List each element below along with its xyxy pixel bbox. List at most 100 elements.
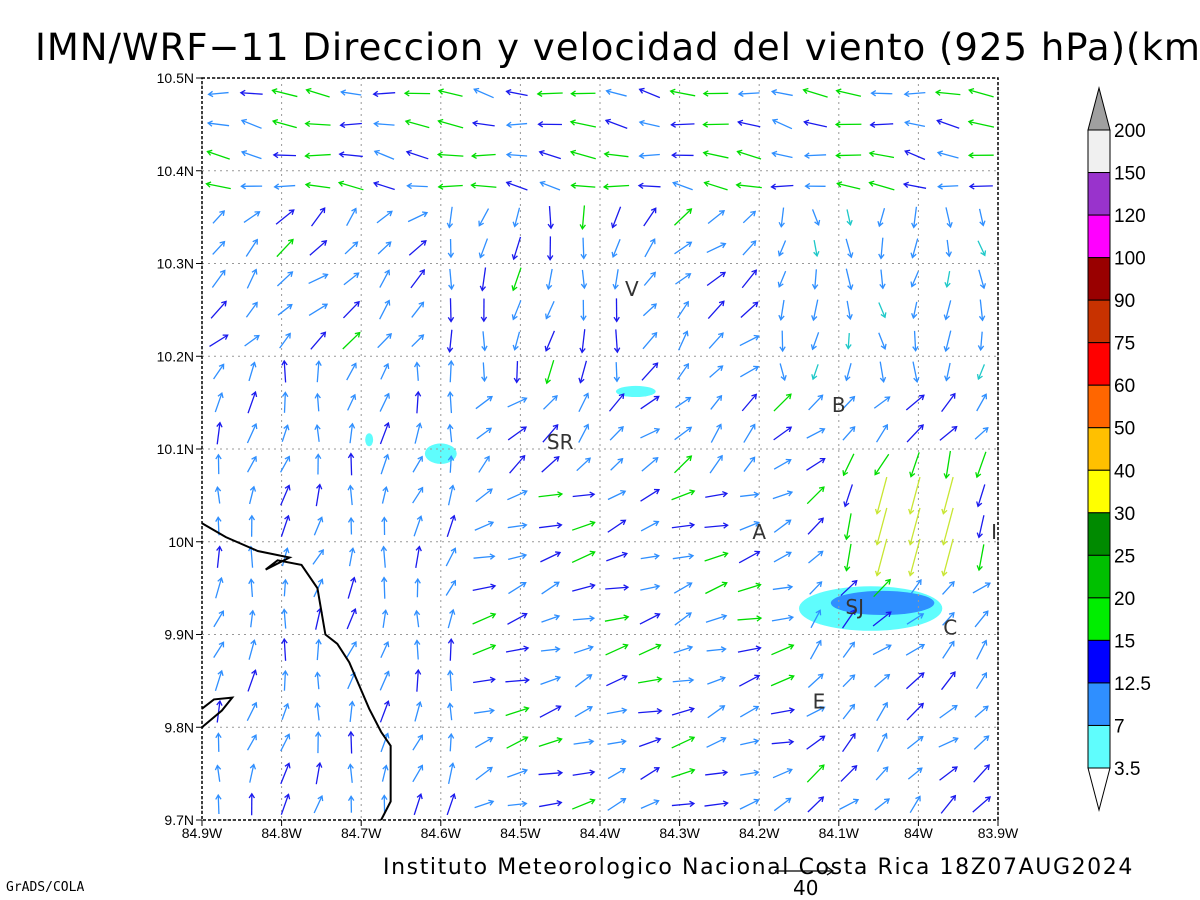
wind-vector-head [950,794,957,801]
wind-vector [538,737,563,747]
shaded-region [830,590,935,616]
wind-vector-shaft [807,796,824,813]
wind-vector [709,365,724,378]
wind-vector-shaft [482,331,486,351]
wind-vector [507,522,528,529]
wind-vector-head [908,508,915,515]
wind-vector-head [737,119,744,126]
wind-vector-head [650,207,657,214]
wind-vector [304,181,331,189]
wind-vector [412,486,424,504]
colorbar-segment [1087,342,1111,386]
wind-vector-head [835,152,841,159]
wind-vector-head [967,152,974,159]
wind-vector [414,700,423,722]
wind-vector-head [975,472,982,479]
wind-vector-head [916,578,922,585]
wind-vector [707,300,725,319]
colorbar-top-triangle [1087,86,1111,131]
wind-vector-head [273,183,280,190]
wind-vector-shaft [912,361,918,382]
wind-vector-shaft [572,799,595,810]
wind-vector-head [555,705,562,711]
wind-vector [846,209,853,226]
wind-vector-shaft [279,333,291,349]
wind-vector-shaft [704,802,728,807]
wind-vector-head [339,121,346,129]
wind-vector-head [686,208,693,214]
wind-vector-shaft [381,765,387,782]
wind-vector-shaft [610,458,623,471]
wind-vector [379,299,391,320]
wind-vector [671,489,696,501]
wind-vector [911,301,918,320]
wind-vector-head [819,457,826,464]
wind-vector-shaft [316,361,320,383]
wind-vector [512,207,521,228]
wind-vector [806,486,825,505]
wind-vector-shaft [514,207,521,227]
wind-vector-head [884,673,891,680]
wind-vector-shaft [842,733,856,753]
wind-vector-head [240,183,246,190]
wind-vector [478,238,489,259]
wind-vector [540,675,562,686]
wind-vector-head [849,426,856,432]
wind-vector-shaft [707,300,725,319]
wind-vector-head [916,767,923,774]
wind-vector [545,268,553,291]
wind-vector [704,522,729,529]
wind-vector [807,673,824,688]
wind-vector-shaft [540,181,561,191]
wind-vector-head [788,738,795,746]
wind-vector [974,705,989,718]
wind-vector-head [785,551,792,558]
wind-vector-shaft [217,795,220,815]
wind-vector-head [447,390,454,397]
wind-vector [836,181,861,190]
wind-vector-shaft [972,796,991,813]
wind-vector-head [610,222,617,229]
wind-vector-head [786,426,793,433]
colorbar-label: 200 [1114,121,1146,142]
wind-vector [281,637,288,661]
wind-vector-head [585,457,592,464]
wind-vector-head [638,152,645,159]
wind-vector-head [603,151,610,158]
wind-vector-head [251,701,258,708]
wind-vector-shaft [640,428,660,439]
wind-vector-shaft [475,737,493,749]
wind-vector [936,118,960,129]
wind-vector-shaft [574,674,592,688]
wind-vector [414,390,422,414]
wind-vector-head [720,271,727,278]
wind-vector [475,766,493,781]
wind-vector-head [941,539,948,546]
wind-vector-shaft [572,493,595,498]
wind-vector-shaft [412,487,424,504]
x-tick-label: 84.5W [500,825,541,841]
wind-vector-head [753,491,760,498]
wind-vector-head [586,674,593,680]
wind-vector-shaft [272,120,297,129]
wind-vector [676,362,690,380]
wind-vector-head [248,578,255,585]
wind-vector-shaft [315,484,321,507]
wind-vector-shaft [605,644,628,656]
wind-vector-shaft [572,617,594,621]
wind-vector-shaft [245,239,258,257]
wind-vector-head [879,283,886,290]
wind-vector-shaft [612,239,621,258]
wind-vector [505,88,528,97]
wind-vector-shaft [579,360,588,383]
wind-vector-head [417,734,423,741]
wind-vector-head [611,251,618,258]
wind-vector-shaft [876,507,888,545]
wind-vector [447,238,455,259]
wind-vector-head [686,426,693,433]
wind-vector-head [786,490,794,497]
wind-vector-shaft [874,453,890,475]
wind-vector [248,485,257,505]
